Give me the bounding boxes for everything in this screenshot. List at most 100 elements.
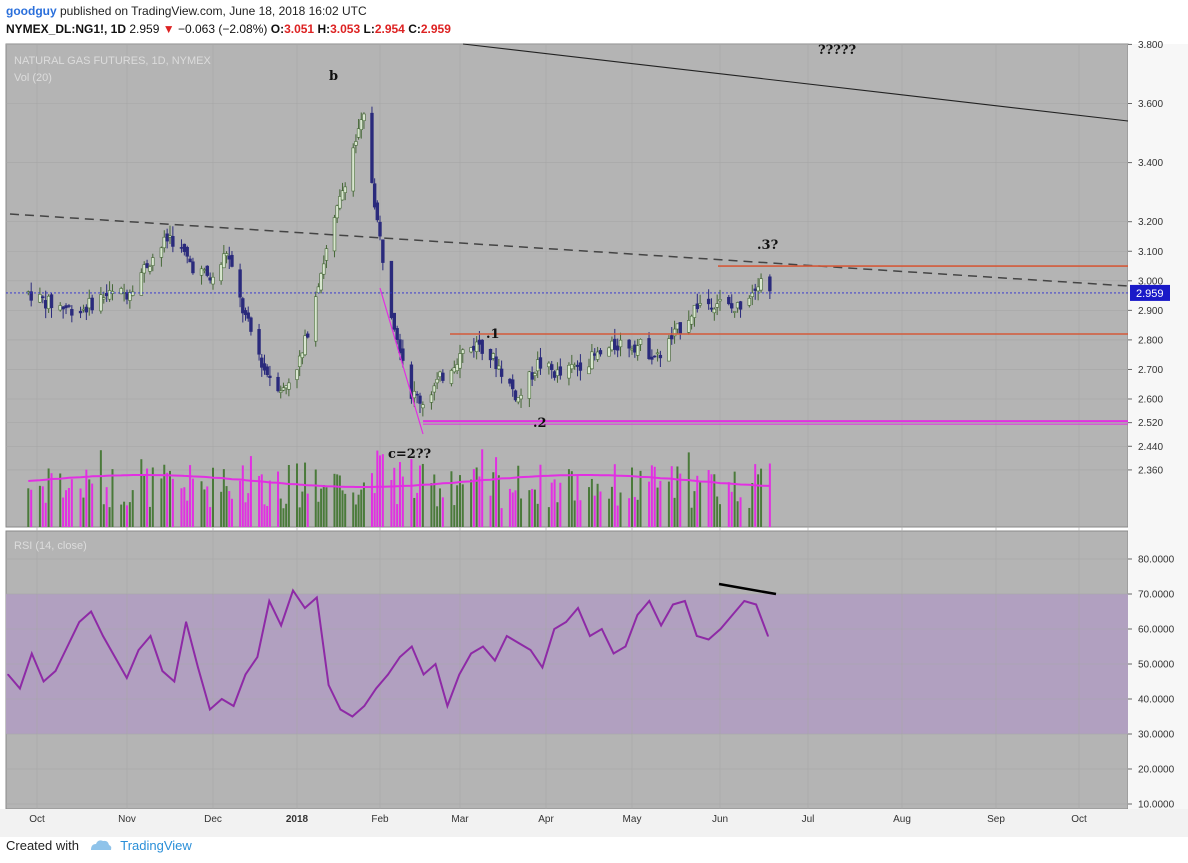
volume-bar — [59, 473, 62, 527]
candle-body — [511, 379, 515, 390]
author-link[interactable]: goodguy — [6, 4, 57, 18]
volume-bar — [481, 449, 484, 527]
candle-body — [84, 306, 89, 313]
volume-bar — [610, 486, 613, 527]
volume-bar — [163, 464, 166, 527]
volume-bar — [531, 488, 534, 527]
volume-bar — [616, 505, 619, 527]
candle-body — [41, 296, 45, 299]
rsi-point — [505, 635, 508, 637]
rsi-point — [387, 673, 389, 676]
rsi-point — [375, 687, 377, 690]
candle-body — [618, 339, 623, 348]
volume-bar — [333, 473, 336, 527]
rsi-point — [173, 680, 176, 683]
candle-body — [452, 367, 456, 373]
rsi-point — [743, 600, 746, 602]
volume-bar — [373, 493, 376, 527]
candle-body — [480, 339, 484, 354]
candle-body — [191, 261, 195, 274]
rsi-title: RSI (14, close) — [14, 540, 87, 552]
candle-body — [145, 263, 149, 268]
price-tick-label: 3.200 — [1138, 217, 1163, 228]
rsi-point — [672, 603, 674, 606]
candle-body — [378, 221, 382, 237]
candle-body — [653, 355, 657, 358]
candle-body — [287, 382, 291, 390]
rsi-point — [624, 645, 627, 648]
volume-bar — [495, 457, 498, 527]
volume-bar — [757, 474, 760, 527]
candle-body — [249, 317, 253, 332]
candle-body — [508, 378, 512, 384]
candle-body — [672, 328, 677, 337]
candle-body — [488, 348, 493, 361]
candle-body — [418, 395, 422, 404]
volume-bar — [667, 481, 670, 527]
volume-bar — [650, 465, 653, 527]
volume-bar — [536, 503, 539, 527]
time-tick-label: Sep — [987, 814, 1005, 825]
candle-body — [530, 372, 534, 380]
low-label: L: — [363, 22, 375, 36]
volume-bar — [304, 462, 307, 527]
candle-body — [257, 329, 261, 355]
close-value: 2.959 — [420, 22, 451, 36]
candle-body — [469, 347, 473, 353]
volume-bar — [260, 474, 263, 527]
rsi-point — [209, 708, 211, 711]
volume-bar — [576, 475, 579, 527]
volume-bar — [354, 504, 357, 527]
time-tick-label: 2018 — [286, 814, 309, 825]
candle-body — [635, 345, 640, 356]
price-tick-label: 3.000 — [1138, 276, 1163, 287]
volume-bar — [768, 463, 771, 527]
volume-bar — [673, 497, 676, 527]
volume-bar — [433, 474, 436, 527]
volume-label: Vol (20) — [14, 72, 52, 84]
volume-bar — [241, 465, 244, 527]
volume-bar — [596, 483, 599, 527]
candle-body — [354, 141, 358, 146]
volume-bar — [105, 487, 108, 527]
candle-body — [64, 305, 68, 309]
volume-bar — [143, 475, 146, 527]
volume-bar — [533, 489, 536, 527]
rsi-point — [482, 645, 484, 648]
candle-body — [359, 119, 363, 130]
candle-body — [211, 276, 215, 285]
candle-body — [87, 298, 91, 309]
volume-bar — [459, 475, 461, 527]
volume-bar — [430, 483, 433, 527]
rsi-point — [719, 628, 722, 630]
tradingview-link[interactable]: TradingView — [120, 838, 192, 853]
candle-body — [61, 306, 65, 310]
rsi-tick-label: 40.0000 — [1138, 695, 1175, 706]
upper-trendline — [462, 43, 1129, 122]
publish-info: goodguy published on TradingView.com, Ju… — [6, 4, 367, 18]
candle-body — [238, 269, 242, 298]
volume-bar — [120, 504, 123, 527]
candle-body — [461, 349, 465, 354]
candle-body — [332, 217, 337, 252]
time-tick-label: May — [623, 814, 642, 825]
volume-bar — [140, 459, 143, 527]
volume-bar — [230, 498, 233, 527]
volume-bar — [191, 478, 194, 527]
price-panel — [5, 43, 1129, 528]
time-tick-label: Apr — [538, 814, 554, 825]
volume-bar — [102, 504, 105, 527]
candle-body — [449, 370, 454, 384]
volume-bar — [85, 469, 88, 527]
volume-bar — [653, 466, 656, 527]
candle-body — [432, 385, 436, 393]
volume-bar — [547, 507, 550, 527]
candle-body — [230, 254, 234, 267]
rsi-point — [363, 705, 366, 707]
candle-body — [513, 390, 518, 401]
candle-body — [268, 375, 272, 378]
rsi-tick-label: 60.0000 — [1138, 625, 1175, 636]
rsi-point — [612, 652, 615, 655]
volume-bar — [659, 480, 662, 527]
